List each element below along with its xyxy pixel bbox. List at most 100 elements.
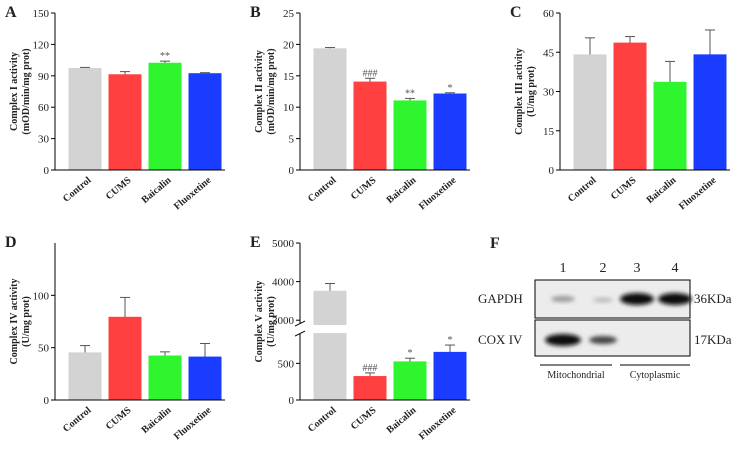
bar <box>313 290 347 401</box>
band <box>593 297 613 303</box>
y-tick-label: 5 <box>289 134 295 146</box>
y-tick-label: 500 <box>278 358 295 370</box>
y-tick-label: 120 <box>33 39 50 51</box>
x-tick-label: Baicalin <box>645 175 679 206</box>
bar <box>353 376 387 401</box>
lane-label: 2 <box>600 261 607 276</box>
y-tick-label: 20 <box>283 39 295 51</box>
group-label: Cytoplasmic <box>630 370 681 381</box>
x-tick-label: CUMS <box>104 405 134 433</box>
size-label: 17KDa <box>694 332 732 347</box>
western-blot: F 1 2 3 4 GAPDH COX IV 36KDa 17KDa Mitoc… <box>478 235 732 381</box>
y-tick-label: 45 <box>543 47 555 59</box>
x-tick-label: Baicalin <box>140 405 174 436</box>
band <box>658 293 692 305</box>
lane-label: 4 <box>672 261 679 276</box>
x-tick-label: CUMS <box>349 175 379 203</box>
y-tick-label: 0 <box>44 395 50 407</box>
y-tick-label: 150 <box>33 8 50 20</box>
y-tick-label: 25 <box>283 8 295 20</box>
x-tick-label: Baicalin <box>385 175 419 206</box>
bar <box>393 361 427 401</box>
row-label: COX IV <box>478 332 523 347</box>
x-tick-label: Baicalin <box>385 405 419 436</box>
x-tick-label: Fluoxetine <box>172 175 214 213</box>
bar <box>613 42 647 171</box>
y-axis-label: (U/mg prot) <box>526 66 537 117</box>
panel-label: E <box>250 234 261 251</box>
significance-label: ### <box>363 363 378 374</box>
panel-label: C <box>510 4 522 21</box>
bar <box>108 74 142 171</box>
x-tick-label: Control <box>61 405 94 435</box>
bar <box>573 54 607 171</box>
bar <box>148 62 182 171</box>
y-tick-label: 0 <box>289 165 295 177</box>
bar <box>393 100 427 171</box>
y-tick-label: 0 <box>44 165 50 177</box>
panel-label: D <box>5 234 17 251</box>
significance-label: ** <box>160 51 170 62</box>
panel-label: F <box>490 235 500 252</box>
x-tick-label: Baicalin <box>140 175 174 206</box>
significance-label: * <box>448 335 453 346</box>
x-tick-label: Fluoxetine <box>172 405 214 443</box>
band <box>620 293 654 305</box>
panel-label: A <box>5 4 17 21</box>
x-tick-label: Control <box>566 175 599 205</box>
row-label: GAPDH <box>478 291 523 306</box>
y-axis-label: (U/mg prot) <box>266 296 277 347</box>
y-tick-label: 100 <box>33 290 50 302</box>
significance-label: ** <box>405 88 415 99</box>
bar <box>653 81 687 171</box>
y-tick-label: 4000 <box>272 277 295 289</box>
bar <box>68 67 102 171</box>
y-tick-label: 0 <box>549 165 555 177</box>
y-tick-label: 50 <box>38 343 50 355</box>
y-tick-label: 5000 <box>272 238 295 250</box>
y-axis-label: Complex V activity <box>254 281 265 363</box>
x-tick-label: Control <box>306 175 339 205</box>
x-tick-label: Fluoxetine <box>677 175 719 213</box>
lane-label: 3 <box>634 261 641 276</box>
significance-label: * <box>408 348 413 359</box>
y-axis-label: Complex I activity <box>9 52 20 131</box>
bar <box>353 81 387 171</box>
y-axis-label: Complex II activity <box>254 50 265 133</box>
bar <box>693 54 727 171</box>
x-tick-label: Control <box>61 175 94 205</box>
axis-break <box>294 330 306 337</box>
y-tick-label: 60 <box>543 8 555 20</box>
x-tick-label: CUMS <box>609 175 639 203</box>
group-label: Mitochondrial <box>547 370 604 381</box>
bar <box>433 351 467 401</box>
y-axis-label: Complex III activity <box>514 48 525 135</box>
band <box>589 336 617 344</box>
bar <box>188 73 222 171</box>
x-tick-label: Fluoxetine <box>417 405 459 443</box>
y-tick-label: 15 <box>283 71 295 83</box>
y-axis-label: (mOD/min/mg prot) <box>21 48 32 134</box>
band <box>545 334 581 346</box>
y-tick-label: 60 <box>38 102 50 114</box>
lane-label: 1 <box>560 261 567 276</box>
y-tick-label: 0 <box>289 395 295 407</box>
y-tick-label: 30 <box>543 87 555 99</box>
y-tick-label: 3000 <box>272 315 295 327</box>
panel-label: B <box>250 4 261 21</box>
y-axis-label: (mOD/min/mg prot) <box>266 48 277 134</box>
axis-break-gap <box>294 325 464 334</box>
significance-label: * <box>448 83 453 94</box>
bar <box>433 93 467 171</box>
bar <box>108 316 142 401</box>
x-tick-label: Control <box>306 405 339 435</box>
significance-label: ### <box>363 68 378 79</box>
x-tick-label: CUMS <box>104 175 134 203</box>
bar <box>68 352 102 401</box>
bar <box>313 48 347 171</box>
y-axis-label: Complex IV activity <box>9 279 20 365</box>
y-tick-label: 10 <box>283 102 295 114</box>
y-tick-label: 15 <box>543 126 555 138</box>
bar <box>188 356 222 401</box>
